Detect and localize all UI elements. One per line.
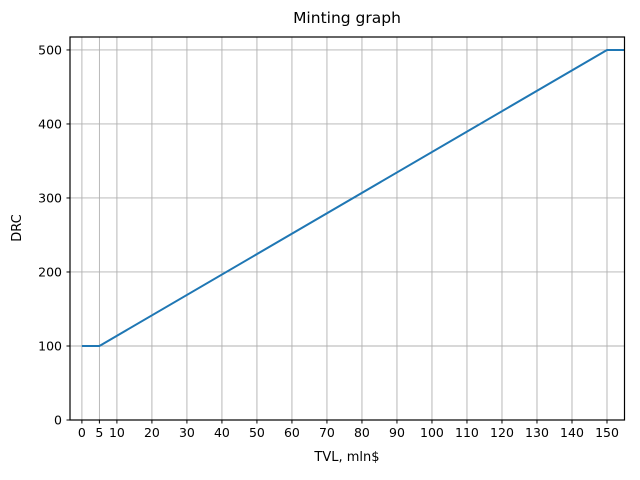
x-tick-label-70: 70 (319, 425, 335, 440)
y-tick-label-200: 200 (38, 264, 62, 279)
series-line-DRC (81, 48, 625, 347)
x-tick-label-40: 40 (214, 425, 230, 440)
x-tick-label-80: 80 (354, 425, 370, 440)
y-tick-label-0: 0 (54, 413, 62, 428)
x-axis-label: TVL, mln$ (313, 450, 379, 465)
y-tick-label-300: 300 (38, 190, 62, 205)
y-tick-label-400: 400 (38, 116, 62, 131)
x-tick-label-110: 110 (455, 425, 479, 440)
x-tick-label-20: 20 (144, 425, 160, 440)
chart-title: Minting graph (293, 9, 401, 27)
x-tick-label-5: 5 (95, 425, 103, 440)
x-tick-label-130: 130 (525, 425, 549, 440)
x-tick-label-120: 120 (490, 425, 514, 440)
y-tick-label-100: 100 (38, 338, 62, 353)
y-tick-label-500: 500 (38, 42, 62, 57)
series-layer (81, 48, 625, 347)
x-tick-label-140: 140 (560, 425, 584, 440)
plot-spines (69, 36, 626, 421)
tick-label-layer: 0 5 10 20 30 40 50 60 70 80 90 100 110 120 130 140 15001… (38, 42, 619, 440)
grid-layer (70, 37, 625, 421)
x-tick-label-50: 50 (249, 425, 265, 440)
x-tick-label-100: 100 (420, 425, 444, 440)
y-axis-label: DRC (10, 214, 25, 241)
x-tick-label-150: 150 (595, 425, 619, 440)
x-tick-label-10: 10 (109, 425, 125, 440)
x-tick-label-60: 60 (284, 425, 300, 440)
axes-layer (66, 36, 626, 424)
x-tick-label-30: 30 (179, 425, 195, 440)
x-tick-label-90: 90 (389, 425, 405, 440)
x-tick-label-0: 0 (78, 425, 86, 440)
